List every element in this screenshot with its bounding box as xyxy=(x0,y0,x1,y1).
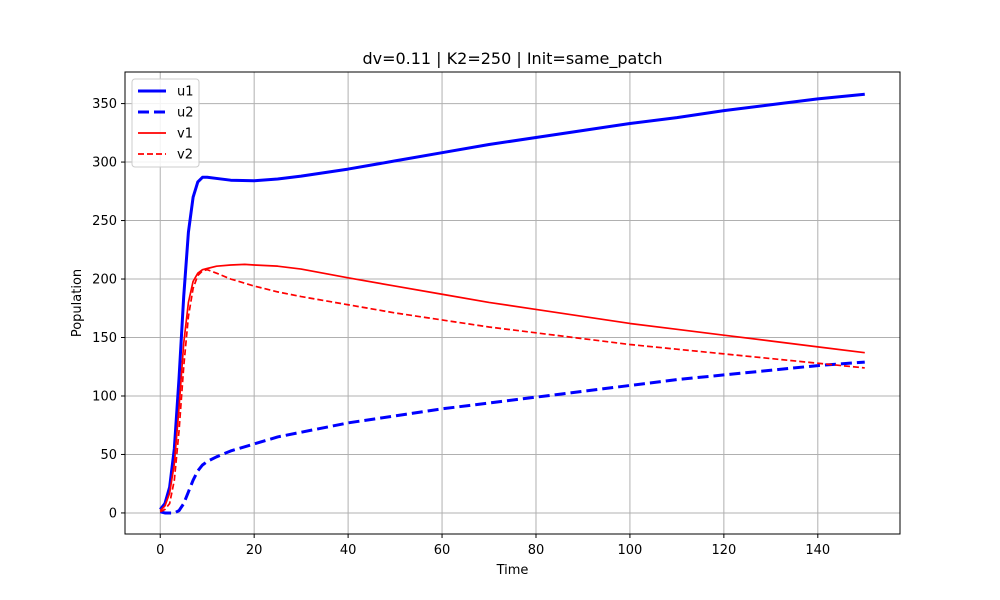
axis-ticks: 0 20 40 60 80 100 120 140 0 50 100 150 200 250 300 350 xyxy=(92,97,830,558)
y-tick-label: 50 xyxy=(100,448,117,463)
y-tick-label: 250 xyxy=(92,214,117,229)
x-tick-label: 140 xyxy=(805,543,830,558)
legend-label-u2: u2 xyxy=(177,106,194,121)
x-tick-label: 40 xyxy=(340,543,357,558)
series-line-v2 xyxy=(159,268,865,513)
y-axis-label: Population xyxy=(70,269,85,337)
series-line-v1 xyxy=(159,263,865,512)
x-axis-label: Time xyxy=(496,563,529,578)
x-tick-label: 60 xyxy=(434,543,451,558)
legend-label-u1: u1 xyxy=(177,85,194,100)
x-tick-label: 20 xyxy=(246,543,263,558)
legend-box xyxy=(131,78,200,168)
y-tick-label: 100 xyxy=(92,389,117,404)
grid xyxy=(125,72,900,534)
legend-label-v2: v2 xyxy=(177,148,193,163)
y-tick-label: 200 xyxy=(92,273,117,288)
legend-label-v1: v1 xyxy=(177,127,193,142)
y-tick-label: 150 xyxy=(92,331,117,346)
x-tick-label: 80 xyxy=(528,543,545,558)
series-line-u1 xyxy=(159,92,865,511)
x-tick-label: 120 xyxy=(711,543,736,558)
legend: u1 u2 v1 v2 xyxy=(131,78,200,168)
series-line-u2 xyxy=(159,360,865,515)
y-tick-label: 300 xyxy=(92,156,117,171)
x-tick-label: 100 xyxy=(618,543,643,558)
plot-frame xyxy=(124,71,901,535)
chart-title: dv=0.11 | K2=250 | Init=same_patch xyxy=(362,49,662,69)
x-tick-label: 0 xyxy=(156,543,164,558)
series-lines xyxy=(159,92,865,515)
y-tick-label: 350 xyxy=(92,97,117,112)
y-tick-label: 0 xyxy=(109,506,117,521)
